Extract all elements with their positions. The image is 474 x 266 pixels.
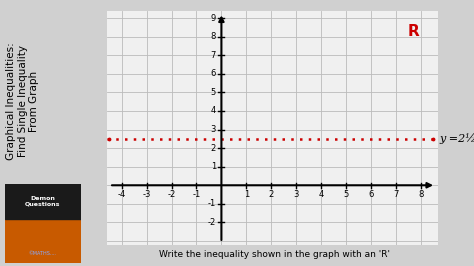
- Text: 6: 6: [368, 190, 374, 199]
- Text: -4: -4: [118, 190, 126, 199]
- Text: 1: 1: [210, 162, 216, 171]
- Text: 7: 7: [210, 51, 216, 60]
- Text: 5: 5: [344, 190, 349, 199]
- Text: 7: 7: [393, 190, 399, 199]
- Text: y =2½: y =2½: [440, 134, 474, 144]
- Text: Demon
Questions: Demon Questions: [25, 196, 60, 206]
- Text: Write the inequality shown in the graph with an 'R': Write the inequality shown in the graph …: [159, 250, 391, 259]
- Text: ©MATHS....: ©MATHS....: [29, 251, 56, 256]
- Text: 3: 3: [210, 125, 216, 134]
- Text: Graphical Inequalities:
Find Single Inequality
From Graph: Graphical Inequalities: Find Single Ineq…: [6, 42, 39, 160]
- Text: -1: -1: [208, 199, 216, 208]
- Text: 8: 8: [210, 32, 216, 41]
- Text: 5: 5: [210, 88, 216, 97]
- Text: -2: -2: [208, 218, 216, 227]
- Text: -2: -2: [167, 190, 176, 199]
- Text: 2: 2: [210, 144, 216, 153]
- Bar: [5, 184, 81, 219]
- Text: 1: 1: [244, 190, 249, 199]
- Text: 6: 6: [210, 69, 216, 78]
- Text: 9: 9: [210, 14, 216, 23]
- Text: -1: -1: [192, 190, 201, 199]
- Text: 3: 3: [293, 190, 299, 199]
- Text: 2: 2: [269, 190, 274, 199]
- Text: R: R: [408, 24, 419, 39]
- Text: -3: -3: [142, 190, 151, 199]
- Text: 8: 8: [418, 190, 424, 199]
- Text: 4: 4: [319, 190, 324, 199]
- Text: 4: 4: [210, 106, 216, 115]
- Bar: [5, 219, 81, 263]
